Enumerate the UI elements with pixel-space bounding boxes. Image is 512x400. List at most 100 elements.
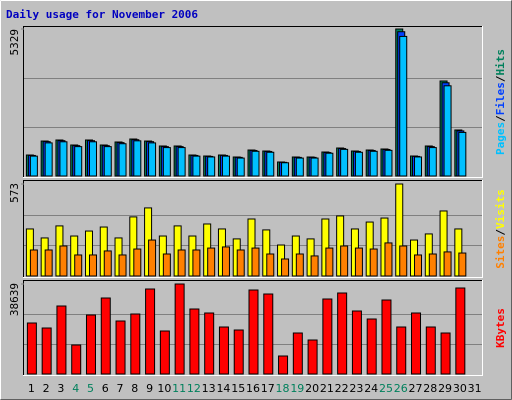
bar [177, 147, 186, 177]
bar [26, 322, 37, 375]
legend-entry: Sites [494, 236, 507, 269]
bar [221, 246, 230, 277]
x-tick-label: 29 [438, 382, 452, 395]
bar [59, 141, 68, 177]
legend: KBytes [494, 308, 507, 348]
bar [281, 162, 290, 177]
x-tick-label: 9 [146, 382, 153, 395]
bar [148, 239, 157, 277]
x-tick-label: 18 [276, 382, 290, 395]
bar [325, 247, 334, 277]
bar [458, 252, 467, 277]
bar [189, 308, 200, 375]
bar [145, 288, 156, 375]
bar [396, 326, 407, 375]
legend-separator: / [494, 75, 507, 82]
bar [455, 287, 466, 375]
bar [428, 253, 437, 277]
bar [192, 155, 201, 177]
x-tick-label: 8 [131, 382, 138, 395]
bar [351, 310, 362, 375]
legend-separator: / [494, 115, 507, 122]
bar [159, 330, 170, 375]
bar [115, 320, 126, 375]
bar [337, 292, 348, 375]
x-tick-label: 1 [28, 382, 35, 395]
bar [248, 289, 259, 375]
x-tick-label: 20 [305, 382, 319, 395]
bar [236, 157, 245, 177]
bar [366, 318, 377, 375]
x-tick-label: 5 [87, 382, 94, 395]
bar [56, 305, 67, 375]
bar [71, 344, 82, 375]
x-tick-label: 2 [43, 382, 50, 395]
x-tick-label: 16 [246, 382, 260, 395]
bar [399, 35, 408, 177]
bar [384, 149, 393, 177]
bar [118, 254, 127, 277]
bar [59, 245, 68, 277]
bar [100, 297, 111, 375]
legend-entry: KBytes [494, 308, 507, 348]
legend-entry: Files [494, 82, 507, 115]
y-max-label: 5329 [8, 29, 21, 56]
x-tick-label: 11 [172, 382, 186, 395]
bar [310, 157, 319, 177]
bar [207, 156, 216, 177]
bar [207, 247, 216, 277]
x-tick-label: 3 [57, 382, 64, 395]
x-tick-label: 23 [349, 382, 363, 395]
bar [443, 85, 452, 177]
bar [192, 249, 201, 277]
bar [133, 248, 142, 277]
bar [384, 242, 393, 277]
bar [88, 254, 97, 277]
bar [399, 245, 408, 277]
x-tick-label: 24 [364, 382, 378, 395]
x-tick-label: 12 [187, 382, 201, 395]
bar [251, 150, 260, 177]
bar [103, 250, 112, 277]
bar [74, 146, 83, 177]
bar [443, 251, 452, 277]
x-tick-label: 14 [216, 382, 230, 395]
bar [130, 313, 141, 375]
y-max-label: 38639 [8, 283, 21, 316]
bar [41, 327, 52, 375]
bar [307, 339, 318, 375]
x-tick-label: 31 [468, 382, 482, 395]
bar [411, 312, 422, 375]
legend: Pages/Files/Hits [494, 49, 507, 155]
bar [174, 283, 185, 375]
bar [133, 140, 142, 177]
bar [295, 253, 304, 277]
chart-title: Daily usage for November 2006 [6, 8, 198, 21]
x-tick-label: 22 [335, 382, 349, 395]
x-tick-label: 10 [157, 382, 171, 395]
x-tick-label: 17 [261, 382, 275, 395]
bar [44, 142, 53, 177]
y-max-label: 573 [8, 183, 21, 203]
bar [340, 148, 349, 177]
bar [103, 146, 112, 177]
legend-separator: / [494, 229, 507, 236]
bar [204, 312, 215, 375]
bar [263, 293, 274, 375]
x-tick-label: 26 [394, 382, 408, 395]
bar [118, 143, 127, 177]
x-tick-label: 28 [423, 382, 437, 395]
bar [425, 326, 436, 375]
bar [74, 254, 83, 277]
x-tick-label: 7 [117, 382, 124, 395]
bar [251, 247, 260, 277]
bar [295, 157, 304, 177]
x-tick-label: 4 [72, 382, 79, 395]
bar [44, 249, 53, 277]
legend-entry: Pages [494, 122, 507, 155]
bar [281, 258, 290, 277]
x-tick-label: 6 [102, 382, 109, 395]
bar [162, 253, 171, 277]
bar [85, 314, 96, 375]
